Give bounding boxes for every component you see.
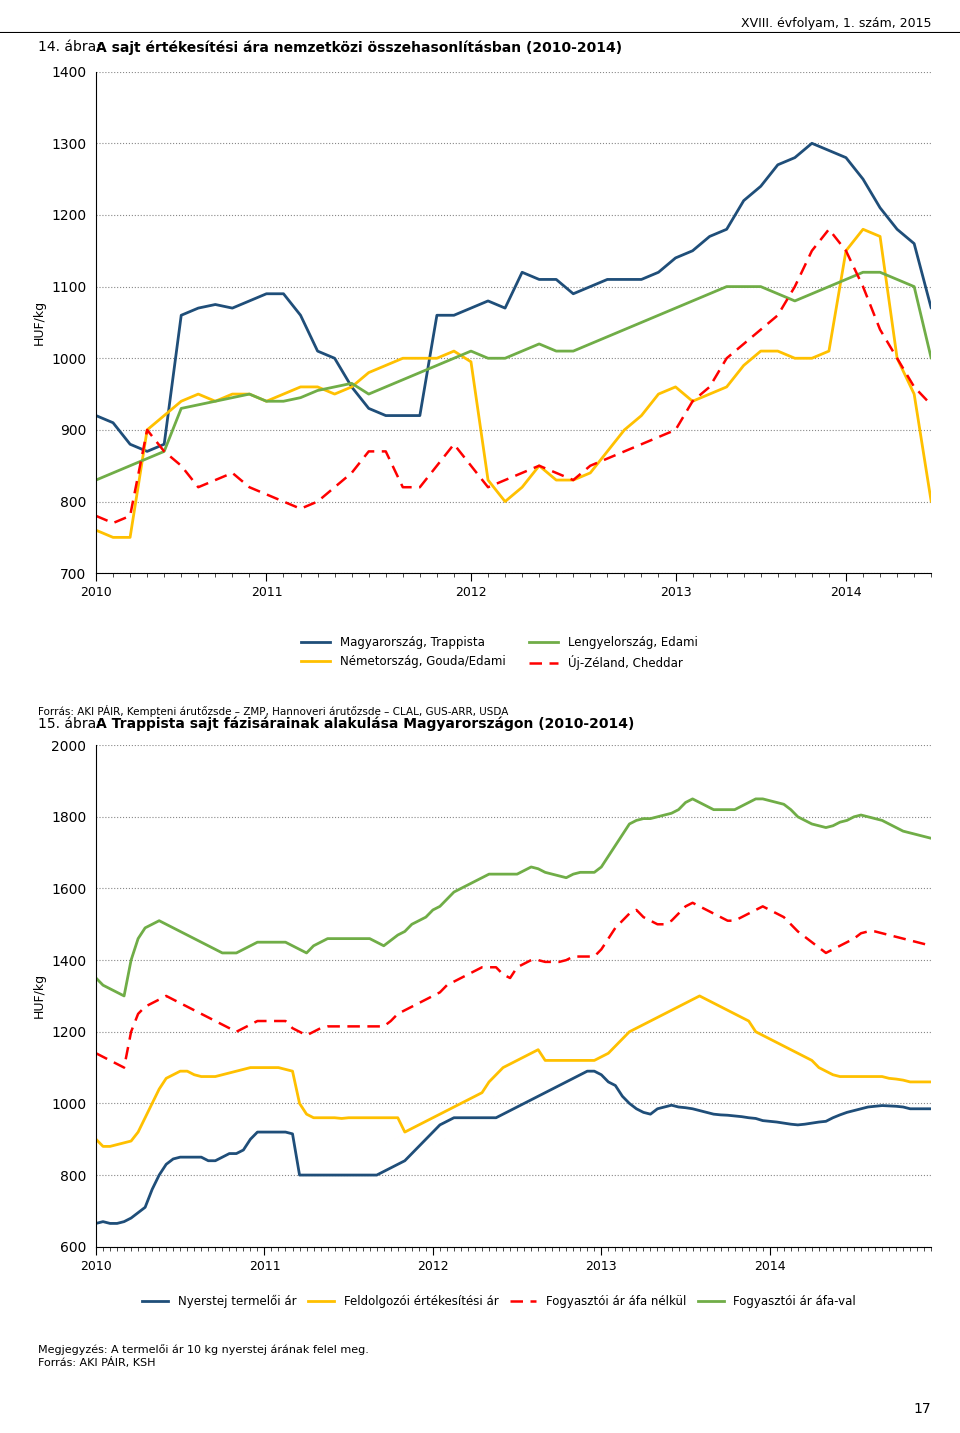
Text: Forrás: AKI PÁIR, KSH: Forrás: AKI PÁIR, KSH xyxy=(38,1357,156,1369)
Text: A Trappista sajt fázisárainak alakulása Magyarországon (2010-2014): A Trappista sajt fázisárainak alakulása … xyxy=(96,716,635,731)
Text: 14. ábra:: 14. ábra: xyxy=(38,40,106,54)
Y-axis label: HUF/kg: HUF/kg xyxy=(33,973,45,1019)
Text: 15. ábra:: 15. ábra: xyxy=(38,716,106,731)
Legend: Magyarország, Trappista, Németország, Gouda/Edami, Lengyelország, Edami, Új-Zéla: Magyarország, Trappista, Németország, Go… xyxy=(296,632,703,675)
Text: A sajt értékesítési ára nemzetközi összehasonlításban (2010-2014): A sajt értékesítési ára nemzetközi össze… xyxy=(96,40,622,54)
Text: XVIII. évfolyam, 1. szám, 2015: XVIII. évfolyam, 1. szám, 2015 xyxy=(741,17,931,30)
Text: 17: 17 xyxy=(914,1401,931,1416)
Text: Forrás: AKI PÁIR, Kempteni árutőzsde – ZMP, Hannoveri árutőzsde – CLAL, GUS-ARR,: Forrás: AKI PÁIR, Kempteni árutőzsde – Z… xyxy=(38,705,509,716)
Legend: Nyerstej termelői ár, Feldolgozói értékesítési ár, Fogyasztói ár áfa nélkül, Fog: Nyerstej termelői ár, Feldolgozói értéke… xyxy=(137,1290,861,1313)
Y-axis label: HUF/kg: HUF/kg xyxy=(33,299,45,345)
Text: Megjegyzés: A termelői ár 10 kg nyerstej árának felel meg.: Megjegyzés: A termelői ár 10 kg nyerstej… xyxy=(38,1344,370,1356)
